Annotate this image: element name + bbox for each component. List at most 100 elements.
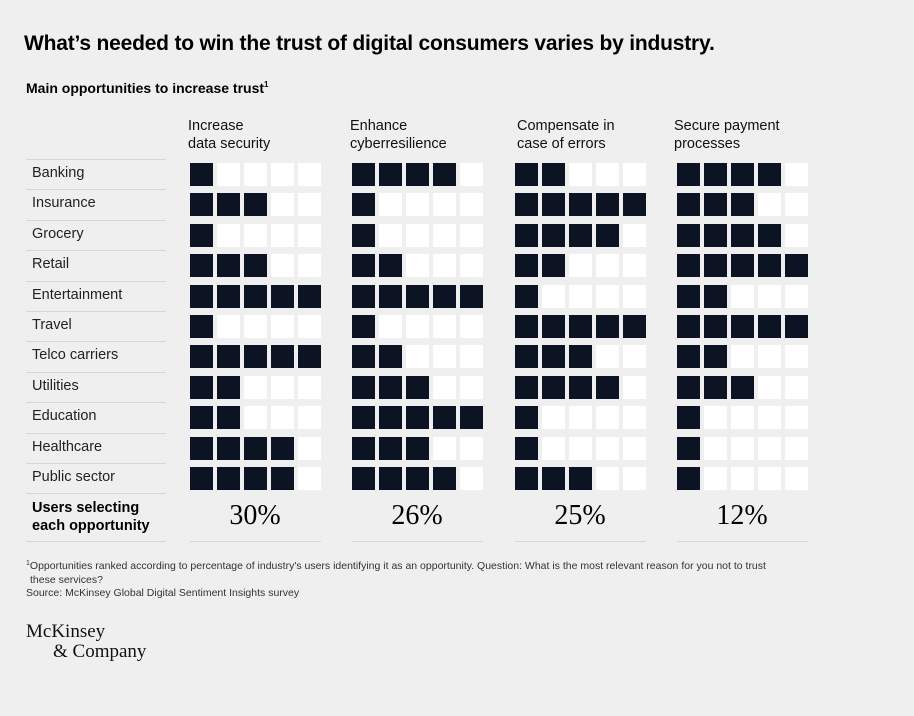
industry-label: Telco carriers: [32, 347, 119, 364]
score-cell-filled: [569, 223, 592, 247]
score-cell-empty: [433, 315, 456, 338]
score-cell-empty: [244, 163, 267, 186]
mckinsey-logo: McKinsey & Company: [26, 622, 146, 662]
score-cell-filled: [677, 436, 700, 460]
score-cell-empty: [271, 375, 294, 399]
score-cell-filled: [433, 284, 456, 308]
score-cell-empty: [217, 163, 240, 186]
score-cell-filled: [190, 345, 213, 369]
score-cell-empty: [758, 345, 781, 369]
score-cell-filled: [515, 436, 538, 460]
score-cell-filled: [406, 375, 429, 399]
row-divider: [26, 219, 166, 221]
score-cell-empty: [623, 375, 646, 399]
score-cell-filled: [379, 467, 402, 490]
score-cell-filled: [677, 163, 700, 186]
score-cell-filled: [406, 436, 429, 460]
score-cell-empty: [244, 375, 267, 399]
score-cell-filled: [190, 315, 213, 338]
score-cell-filled: [217, 375, 240, 399]
score-cell-filled: [271, 436, 294, 460]
score-cell-filled: [433, 406, 456, 430]
row-divider: [26, 189, 166, 191]
score-cell-filled: [352, 315, 375, 338]
score-cell-filled: [406, 467, 429, 490]
score-cell-filled: [515, 163, 538, 186]
score-cell-filled: [244, 193, 267, 217]
score-cell-empty: [298, 315, 321, 338]
column-header-line1: Increase: [188, 118, 244, 134]
score-cell-filled: [623, 193, 646, 217]
score-cell-filled: [217, 436, 240, 460]
score-cell-empty: [623, 467, 646, 490]
score-cell-empty: [298, 193, 321, 217]
footnote-source: Source: McKinsey Global Digital Sentimen…: [26, 587, 300, 599]
score-cell-filled: [244, 284, 267, 308]
score-cell-filled: [596, 223, 619, 247]
score-cell-empty: [569, 284, 592, 308]
score-cell-filled: [704, 254, 727, 278]
score-cell-empty: [758, 406, 781, 430]
row-divider: [26, 250, 166, 252]
score-cell-empty: [785, 163, 808, 186]
score-cell-empty: [406, 193, 429, 217]
score-cell-empty: [785, 193, 808, 217]
score-cell-empty: [623, 163, 646, 186]
score-cell-empty: [731, 406, 754, 430]
score-cell-filled: [542, 223, 565, 247]
score-cell-empty: [731, 436, 754, 460]
score-cell-empty: [623, 406, 646, 430]
score-cell-empty: [460, 436, 483, 460]
chart-title: What’s needed to win the trust of digita…: [24, 32, 715, 55]
score-cell-empty: [542, 436, 565, 460]
score-cell-empty: [785, 436, 808, 460]
score-cell-empty: [271, 315, 294, 338]
users-pct-compensate-errors: 25%: [554, 500, 606, 531]
industry-label: Public sector: [32, 469, 116, 485]
score-cell-filled: [190, 163, 213, 186]
score-cell-filled: [515, 223, 538, 247]
score-cell-filled: [704, 193, 727, 217]
score-cell-filled: [623, 315, 646, 338]
score-cell-empty: [406, 315, 429, 338]
column-header-cyberresilience: Enhance cyberresilience: [350, 117, 500, 153]
score-cell-empty: [596, 345, 619, 369]
column-header-line1: Compensate in: [517, 118, 615, 134]
users-pct-secure-payment: 12%: [716, 500, 768, 531]
score-cell-filled: [352, 254, 375, 278]
score-cell-filled: [190, 467, 213, 490]
users-selecting-label: Users selecting each opportunity: [32, 499, 150, 535]
score-cell-filled: [271, 284, 294, 308]
score-cell-filled: [704, 284, 727, 308]
score-cell-filled: [677, 254, 700, 278]
industry-label: Insurance: [32, 195, 96, 212]
score-cell-filled: [406, 163, 429, 186]
score-cell-filled: [596, 193, 619, 217]
score-cell-empty: [433, 345, 456, 369]
score-cell-filled: [515, 375, 538, 399]
score-cell-filled: [785, 315, 808, 338]
score-cell-filled: [190, 223, 213, 247]
column-header-compensate-errors: Compensate in case of errors: [517, 117, 667, 153]
score-cell-empty: [433, 436, 456, 460]
score-cell-empty: [596, 284, 619, 308]
score-cell-empty: [758, 193, 781, 217]
score-cell-empty: [298, 163, 321, 186]
score-cell-filled: [352, 375, 375, 399]
column-header-data-security: Increase data security: [188, 117, 338, 153]
score-cell-empty: [460, 315, 483, 338]
footnote-line1: Opportunities ranked according to percen…: [29, 560, 766, 572]
score-cell-filled: [704, 345, 727, 369]
column-header-line1: Secure payment: [674, 118, 780, 134]
score-cell-filled: [677, 467, 700, 490]
score-cell-empty: [704, 406, 727, 430]
score-cell-filled: [352, 345, 375, 369]
column-header-line1: Enhance: [350, 118, 408, 134]
score-cell-empty: [379, 223, 402, 247]
score-cell-filled: [433, 467, 456, 490]
score-cell-empty: [460, 163, 483, 186]
score-cell-empty: [623, 436, 646, 460]
score-cell-empty: [623, 284, 646, 308]
score-cell-filled: [677, 406, 700, 430]
score-cell-filled: [677, 223, 700, 247]
